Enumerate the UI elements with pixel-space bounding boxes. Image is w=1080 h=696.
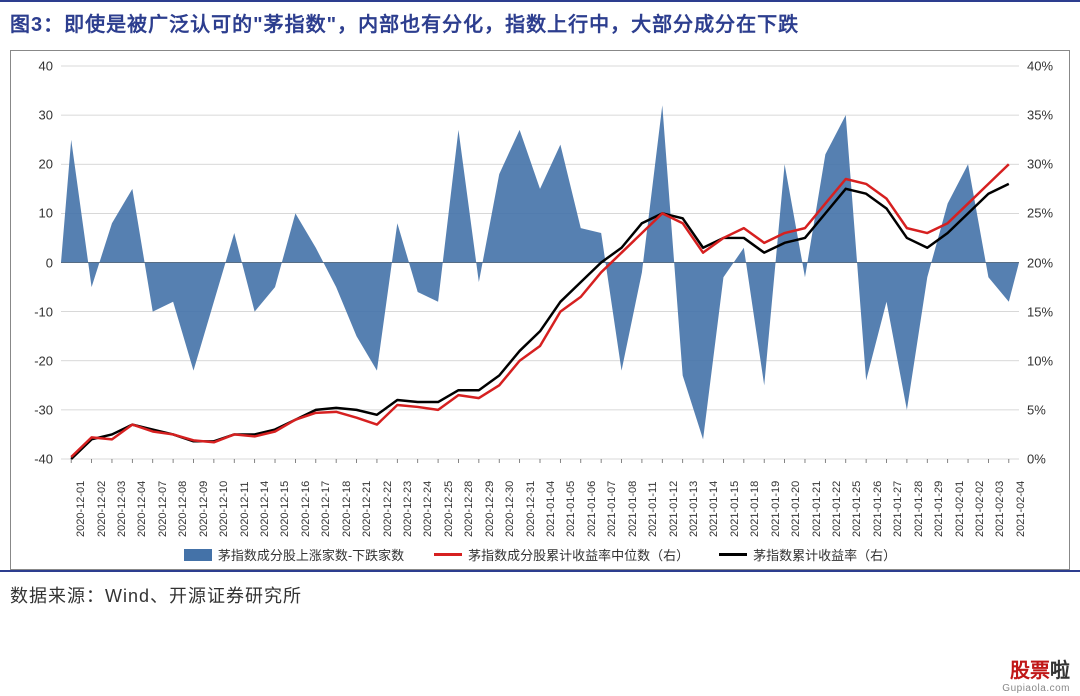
figure-title-bar: 图3：即使是被广泛认可的"茅指数"，内部也有分化，指数上行中，大部分成分在下跌 [0, 0, 1080, 50]
watermark: 股票啦 Gupiaola.com [1002, 654, 1070, 694]
x-tick: 2021-02-02 [974, 481, 986, 537]
x-tick: 2020-12-11 [239, 482, 251, 537]
y-left-tick: 0 [46, 255, 53, 270]
x-tick: 2020-12-31 [525, 481, 537, 537]
x-tick: 2020-12-30 [504, 481, 516, 537]
y-axis-left: -40-30-20-10010203040 [11, 66, 59, 459]
x-tick: 2020-12-25 [443, 481, 455, 537]
figure-title: 图3：即使是被广泛认可的"茅指数"，内部也有分化，指数上行中，大部分成分在下跌 [10, 10, 1070, 40]
x-tick: 2021-01-13 [688, 481, 700, 537]
y-left-tick: 30 [39, 108, 53, 123]
y-right-tick: 20% [1027, 255, 1053, 270]
x-tick: 2020-12-14 [259, 481, 271, 537]
chart-container: -40 -30 -20 -10 0 10 20 30 40 0% 5% 10% 15% 20% 25% 30… [10, 50, 1070, 570]
x-tick: 2021-01-27 [892, 481, 904, 537]
x-tick: 2021-01-08 [627, 481, 639, 537]
x-tick: 2020-12-23 [402, 481, 414, 537]
x-axis: 2020-12-01 2020-12-02 2020-12-03 2020-12-04… [61, 459, 1019, 539]
y-right-tick: 0% [1027, 452, 1046, 467]
legend-label-line2: 茅指数累计收益率（右） [753, 545, 896, 564]
x-tick: 2021-01-15 [729, 481, 741, 537]
x-tick: 2020-12-02 [96, 481, 108, 537]
x-tick: 2020-12-22 [382, 481, 394, 537]
y-right-tick: 5% [1027, 402, 1046, 417]
x-tick: 2021-01-04 [545, 481, 557, 537]
x-tick: 2021-01-21 [811, 481, 823, 537]
x-tick: 2021-01-06 [586, 481, 598, 537]
plot-area [61, 66, 1019, 459]
y-left-tick: -10 [34, 304, 53, 319]
y-right-tick: 30% [1027, 157, 1053, 172]
legend: 茅指数成分股上涨家数-下跌家数 茅指数成分股累计收益率中位数（右） 茅指数累计收… [61, 545, 1019, 564]
x-tick: 2021-01-25 [851, 481, 863, 537]
x-tick: 2020-12-17 [320, 481, 332, 537]
y-left-tick: -20 [34, 353, 53, 368]
x-tick: 2021-01-14 [708, 481, 720, 537]
x-tick: 2021-01-12 [668, 481, 680, 537]
legend-item-line1: 茅指数成分股累计收益率中位数（右） [434, 545, 689, 564]
x-tick: 2021-01-22 [831, 481, 843, 537]
x-tick: 2020-12-09 [198, 481, 210, 537]
x-tick: 2021-02-01 [954, 481, 966, 537]
x-tick: 2020-12-07 [157, 481, 169, 537]
watermark-sub: Gupiaola.com [1002, 683, 1070, 694]
y-left-tick: 40 [39, 59, 53, 74]
x-tick: 2021-01-18 [749, 481, 761, 537]
x-tick: 2020-12-21 [361, 481, 373, 537]
x-tick: 2020-12-10 [218, 481, 230, 537]
y-left-tick: 10 [39, 206, 53, 221]
chart-svg [61, 66, 1019, 459]
x-tick: 2021-01-20 [790, 481, 802, 537]
x-tick: 2020-12-18 [341, 481, 353, 537]
x-tick: 2021-01-29 [933, 481, 945, 537]
y-left-tick: -40 [34, 452, 53, 467]
x-tick: 2021-01-28 [913, 481, 925, 537]
x-tick: 2021-01-26 [872, 481, 884, 537]
legend-label-bar: 茅指数成分股上涨家数-下跌家数 [218, 545, 404, 564]
x-tick: 2021-01-19 [770, 481, 782, 537]
source-attribution: 数据来源：Wind、开源证券研究所 [0, 570, 1080, 618]
legend-swatch-line2 [719, 553, 747, 556]
x-tick: 2020-12-24 [422, 481, 434, 537]
y-right-tick: 10% [1027, 353, 1053, 368]
x-tick: 2020-12-01 [75, 481, 87, 537]
legend-swatch-bar [184, 549, 212, 561]
x-tick: 2020-12-08 [177, 481, 189, 537]
legend-swatch-line1 [434, 553, 462, 556]
legend-label-line1: 茅指数成分股累计收益率中位数（右） [468, 545, 689, 564]
y-right-tick: 35% [1027, 108, 1053, 123]
y-right-tick: 40% [1027, 59, 1053, 74]
x-tick: 2021-02-04 [1015, 481, 1027, 537]
y-axis-right: 0%5%10%15%20%25%30%35%40% [1021, 66, 1069, 459]
y-left-tick: 20 [39, 157, 53, 172]
y-left-tick: -30 [34, 402, 53, 417]
x-tick: 2021-01-05 [565, 481, 577, 537]
legend-item-bar: 茅指数成分股上涨家数-下跌家数 [184, 545, 404, 564]
y-right-tick: 15% [1027, 304, 1053, 319]
watermark-main: 股票啦 [1002, 654, 1070, 683]
x-tick: 2021-01-11 [647, 482, 659, 537]
x-tick: 2020-12-03 [116, 481, 128, 537]
x-tick: 2020-12-15 [279, 481, 291, 537]
x-tick: 2020-12-16 [300, 481, 312, 537]
x-tick: 2020-12-29 [484, 481, 496, 537]
y-right-tick: 25% [1027, 206, 1053, 221]
x-tick: 2021-02-03 [994, 481, 1006, 537]
legend-item-line2: 茅指数累计收益率（右） [719, 545, 896, 564]
x-tick: 2020-12-28 [463, 481, 475, 537]
x-tick: 2021-01-07 [606, 481, 618, 537]
x-tick: 2020-12-04 [136, 481, 148, 537]
